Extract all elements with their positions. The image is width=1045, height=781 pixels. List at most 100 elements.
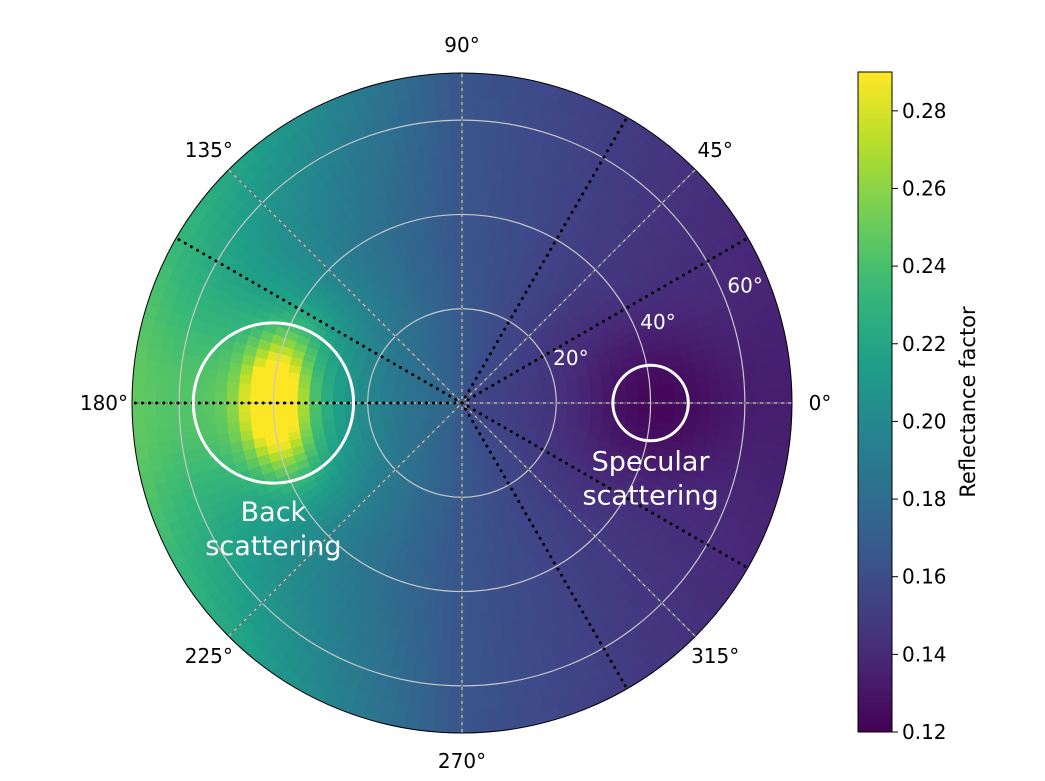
heat-cell <box>461 143 474 157</box>
heat-cell <box>446 566 456 581</box>
heat-cell <box>743 376 757 392</box>
heat-cell <box>649 410 663 421</box>
heat-cell <box>741 427 756 442</box>
heat-cell <box>421 97 437 112</box>
heat-cell <box>443 602 454 616</box>
heat-cell <box>469 214 479 228</box>
heat-cell <box>488 706 504 721</box>
heat-cell <box>471 167 483 181</box>
heat-cell <box>432 612 444 627</box>
heat-cell <box>649 385 663 396</box>
heat-cell <box>753 362 768 378</box>
heat-cell <box>755 402 769 417</box>
heat-cell <box>453 579 463 592</box>
heat-cell <box>495 133 510 149</box>
heat-cell <box>696 412 710 426</box>
radial-tick-label: 20° <box>553 346 588 370</box>
heat-cell <box>430 624 443 639</box>
heat-cell <box>755 375 769 391</box>
heat-cell <box>143 402 157 418</box>
heat-cell <box>429 155 442 170</box>
annotation-text: scattering <box>583 481 719 512</box>
heat-cell <box>720 402 734 416</box>
heat-cell <box>777 359 792 376</box>
heat-cell <box>472 649 486 663</box>
heat-cell <box>461 96 476 110</box>
heat-cell <box>461 638 474 651</box>
heat-cell <box>432 73 449 87</box>
heat-cell <box>202 402 216 415</box>
heat-cell <box>661 402 675 413</box>
heat-cell <box>426 659 440 674</box>
heat-cell <box>452 190 463 204</box>
heat-cell <box>461 214 471 227</box>
heat-cell <box>461 567 471 581</box>
heat-cell <box>473 684 489 698</box>
heat-cell <box>449 531 457 545</box>
heat-cell <box>626 394 640 404</box>
heat-cell <box>434 696 450 710</box>
heat-cell <box>450 649 463 663</box>
heat-cell <box>214 423 229 436</box>
heat-cell <box>778 373 792 390</box>
heat-cell <box>753 428 768 444</box>
heat-cell <box>478 202 489 217</box>
theta-tick-label: 225° <box>185 644 233 668</box>
heat-cell <box>451 508 458 522</box>
heat-cell <box>143 374 158 391</box>
heat-cell <box>730 426 745 441</box>
heat-cell <box>202 413 216 427</box>
heat-cell <box>474 84 491 99</box>
heat-cell <box>475 73 492 87</box>
heat-cell <box>461 225 471 239</box>
heat-cell <box>226 382 240 394</box>
heat-cell <box>442 613 454 628</box>
colorbar: 0.12 0.14 0.16 0.18 0.20 0.22 0.24 0.26 0.28 Ref… <box>857 71 980 744</box>
annotation-text: Specular <box>592 447 711 478</box>
heat-cell <box>767 388 781 404</box>
heat-cell <box>167 376 181 392</box>
heat-cell <box>456 508 463 522</box>
heat-cell <box>423 109 438 124</box>
heat-cell <box>445 578 455 592</box>
heat-cell <box>461 73 477 86</box>
heat-cell <box>432 719 449 733</box>
heat-cell <box>731 377 746 392</box>
heat-cell <box>706 424 721 438</box>
heat-cell <box>237 383 252 395</box>
heat-cell <box>429 636 442 651</box>
heat-cell <box>470 602 481 616</box>
heat-cell <box>226 371 241 384</box>
heat-cell <box>708 413 722 427</box>
heat-cell <box>449 661 463 675</box>
heat-cell <box>155 415 169 431</box>
heat-cell <box>225 402 239 414</box>
heat-cell <box>296 388 310 397</box>
heat-cell <box>660 420 674 432</box>
heat-cell <box>625 409 640 419</box>
heat-cell <box>472 131 487 146</box>
heat-cell <box>261 376 276 387</box>
heat-cell <box>625 416 639 427</box>
heat-cell <box>444 202 455 216</box>
heat-cell <box>480 179 492 194</box>
heat-cell <box>483 647 497 662</box>
heat-cell <box>492 157 506 172</box>
heat-cell <box>637 410 651 420</box>
heat-cell <box>418 634 432 649</box>
heat-cell <box>590 408 604 416</box>
heat-cell <box>472 660 487 675</box>
heat-cell <box>249 411 263 422</box>
heat-cell <box>461 284 468 298</box>
heat-cell <box>451 626 463 640</box>
heat-cell <box>467 249 476 263</box>
heat-cell <box>755 415 769 431</box>
theta-tick-label: 270° <box>438 749 486 773</box>
heat-cell <box>418 718 435 733</box>
heat-cell <box>216 359 231 373</box>
heat-cell <box>591 396 604 404</box>
heat-cell <box>448 685 463 699</box>
heat-cell <box>438 649 452 663</box>
heat-cell <box>178 402 192 416</box>
heat-cell <box>682 431 697 445</box>
